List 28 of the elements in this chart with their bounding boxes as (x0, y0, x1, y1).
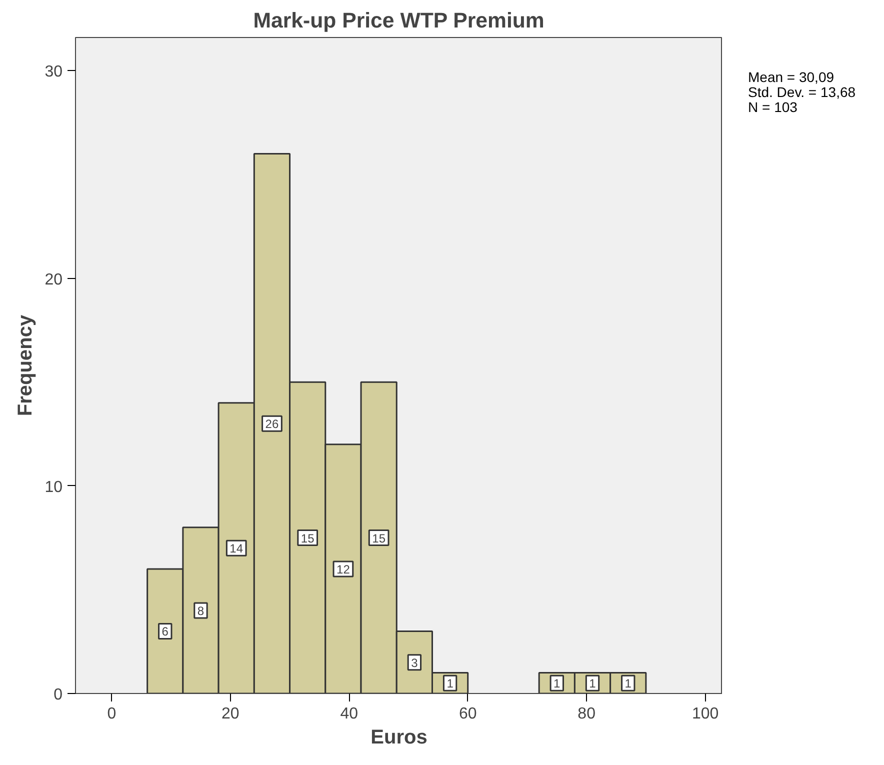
data-label: 1 (446, 676, 454, 691)
data-label: 1 (554, 676, 561, 691)
x-axis-title: Euros (370, 726, 428, 748)
y-tick-label: 0 (54, 686, 63, 704)
data-label: 6 (162, 624, 169, 639)
data-label: 3 (411, 656, 418, 670)
text: Std. Dev. = 13,68 (748, 84, 856, 100)
y-tick-label: 20 (44, 271, 63, 288)
text: N = 103 (748, 99, 798, 115)
y-axis-title: Frequency (14, 314, 37, 416)
x-tick-label: 0 (107, 706, 116, 722)
data-label: 1 (589, 676, 596, 691)
text: Mean = 30,09 (748, 69, 834, 85)
data-label: 1 (624, 676, 632, 691)
x-tick-label: 40 (340, 706, 358, 722)
chart-title: Mark-up Price WTP Premium (253, 8, 544, 32)
x-tick-label: 60 (458, 706, 477, 722)
x-tick-label: 100 (692, 706, 719, 722)
data-label: 8 (197, 604, 204, 618)
data-label: 12 (336, 562, 350, 576)
x-tick-label: 80 (578, 706, 596, 722)
y-tick-label: 10 (44, 478, 63, 496)
data-label: 14 (230, 542, 244, 556)
x-tick-label: 20 (222, 706, 240, 722)
data-label: 26 (265, 417, 279, 432)
data-label: 15 (300, 531, 315, 546)
y-tick-label: 30 (44, 64, 63, 81)
data-label: 15 (372, 531, 386, 546)
